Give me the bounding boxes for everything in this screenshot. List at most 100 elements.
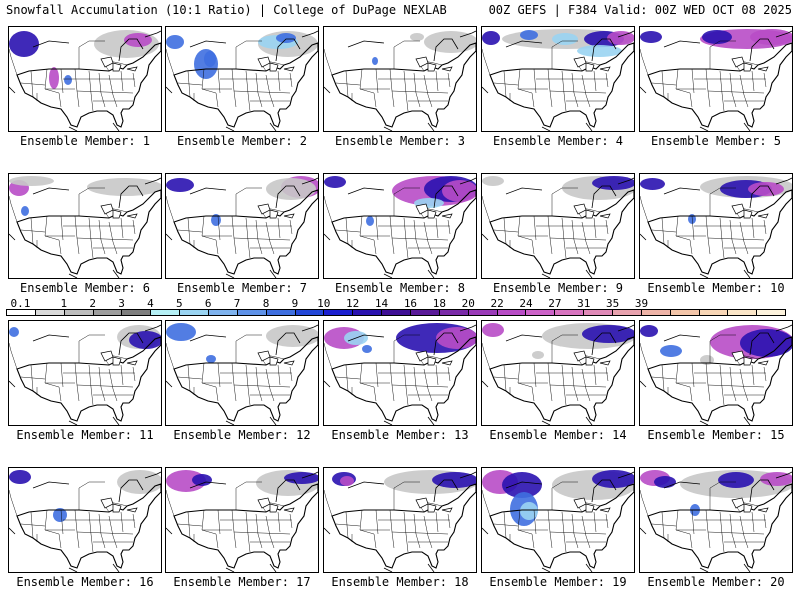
colorbar-tick-label: 31	[577, 297, 591, 310]
us-snowfall-map	[640, 176, 792, 278]
us-snowfall-map	[640, 324, 792, 425]
us-snowfall-map	[482, 29, 634, 131]
colorbar-swatch	[295, 310, 325, 315]
snowfall-area	[53, 508, 67, 522]
colorbar-swatch	[728, 310, 758, 315]
snowfall-area	[366, 216, 374, 226]
colorbar-swatch	[64, 310, 94, 315]
snowfall-area	[87, 178, 161, 196]
ensemble-member-label: Ensemble Member: 18	[331, 575, 469, 589]
ensemble-member-label: Ensemble Member: 19	[489, 575, 627, 589]
colorbar-tick-label: 7	[233, 297, 241, 310]
us-snowfall-map	[482, 470, 634, 572]
colorbar-tick-label: 35	[606, 297, 620, 310]
ensemble-member-label: Ensemble Member: 13	[331, 428, 469, 442]
snowfall-area	[442, 180, 476, 202]
snowfall-area	[532, 351, 544, 359]
ensemble-member-label: Ensemble Member: 6	[19, 281, 151, 295]
snowfall-area	[750, 29, 792, 45]
colorbar-swatch	[757, 310, 786, 315]
colorbar-tick-label: 12	[346, 297, 360, 310]
snowfall-area	[266, 325, 318, 347]
ensemble-map-panel	[165, 173, 319, 279]
colorbar-swatch	[7, 310, 36, 315]
snowfall-area	[340, 476, 354, 486]
colorbar-swatch	[497, 310, 527, 315]
us-snowfall-map	[324, 176, 476, 278]
ensemble-map-panel	[165, 26, 319, 132]
ensemble-member-label: Ensemble Member: 1	[19, 134, 151, 148]
snowfall-area	[129, 331, 161, 349]
colorbar-swatch	[411, 310, 440, 315]
snowfall-area	[276, 33, 296, 43]
ensemble-map-panel	[639, 467, 793, 573]
ensemble-map-panel	[639, 320, 793, 426]
snowfall-area	[718, 472, 754, 488]
ensemble-map-panel	[481, 26, 635, 132]
colorbar-tick-label: 6	[204, 297, 212, 310]
colorbar-tick-label: 16	[403, 297, 418, 310]
colorbar-swatch	[237, 310, 267, 315]
colorbar-swatch	[266, 310, 296, 315]
ensemble-map-panel	[8, 26, 162, 132]
snowfall-area	[362, 345, 372, 353]
ensemble-member-label: Ensemble Member: 5	[650, 134, 782, 148]
colorbar-swatch	[584, 310, 614, 315]
ensemble-map-panel	[481, 173, 635, 279]
snowfall-area	[607, 31, 634, 45]
snowfall-area	[204, 51, 216, 67]
map-title: Snowfall Accumulation (10:1 Ratio) | Col…	[6, 3, 447, 17]
snowfall-area	[582, 325, 634, 343]
snowfall-area	[740, 329, 792, 357]
us-snowfall-map	[324, 30, 476, 131]
colorbar-swatch	[209, 310, 238, 315]
ensemble-map-panel	[8, 467, 162, 573]
snowfall-area	[424, 31, 476, 53]
ensemble-member-label: Ensemble Member: 17	[173, 575, 311, 589]
colorbar-tick-label: 20	[461, 297, 475, 310]
snowfall-area	[660, 345, 682, 357]
colorbar-tick-label: 8	[262, 297, 270, 310]
us-snowfall-map	[482, 323, 634, 425]
snowfall-area	[166, 35, 184, 49]
colorbar-swatch	[670, 310, 700, 315]
colorbar-swatch	[699, 310, 729, 315]
colorbar-swatch	[353, 310, 383, 315]
snowfall-area	[192, 474, 212, 486]
colorbar-tick-label: 18	[432, 297, 446, 310]
colorbar-swatch	[526, 310, 556, 315]
ensemble-member-label: Ensemble Member: 20	[647, 575, 785, 589]
ensemble-member-label: Ensemble Member: 4	[492, 134, 624, 148]
colorbar-swatch	[439, 310, 469, 315]
ensemble-member-label: Ensemble Member: 15	[647, 428, 785, 442]
ensemble-member-label: Ensemble Member: 14	[489, 428, 627, 442]
snowfall-area	[166, 178, 194, 192]
us-snowfall-map	[9, 176, 161, 278]
snowfall-area	[654, 476, 676, 488]
colorbar-tick-label: 39	[634, 297, 649, 310]
ensemble-map-panel	[323, 26, 477, 132]
colorbar-swatch	[151, 310, 181, 315]
us-snowfall-map	[640, 29, 792, 131]
snowfall-area	[702, 30, 732, 44]
snowfall-area	[117, 470, 161, 494]
run-valid-time: 00Z GEFS | F384 Valid: 00Z WED OCT 08 20…	[488, 3, 792, 17]
ensemble-map-panel	[323, 467, 477, 573]
us-snowfall-map	[166, 470, 318, 572]
snowfall-area	[482, 323, 504, 337]
snowfall-area	[9, 470, 31, 484]
snowfall-area	[592, 176, 634, 190]
ensemble-map-panel	[639, 173, 793, 279]
snowfall-area	[206, 355, 216, 363]
us-snowfall-map	[9, 470, 161, 572]
colorbar-tick-label: 24	[519, 297, 533, 310]
ensemble-member-label: Ensemble Member: 3	[334, 134, 466, 148]
ensemble-map-panel	[8, 173, 162, 279]
colorbar-swatch	[324, 310, 354, 315]
us-snowfall-map	[9, 30, 161, 131]
us-snowfall-map	[166, 30, 318, 131]
snowfall-area	[166, 323, 196, 341]
ensemble-map-panel	[639, 26, 793, 132]
us-snowfall-map	[324, 470, 476, 572]
ensemble-member-label: Ensemble Member: 8	[334, 281, 466, 295]
